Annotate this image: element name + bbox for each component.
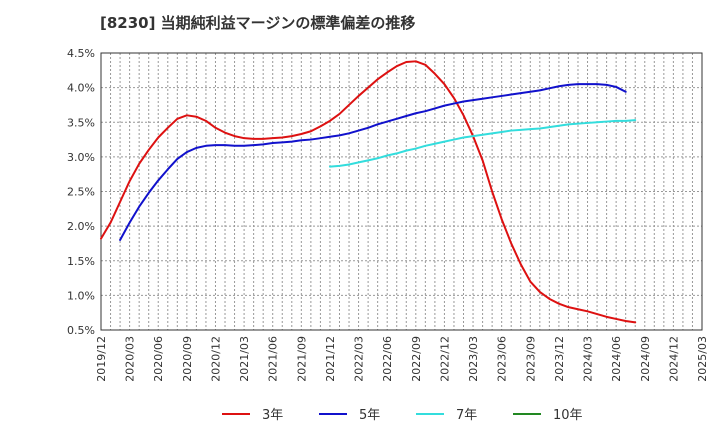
y-tick-label: 1.0% <box>67 289 95 302</box>
series-line-5年 <box>119 83 627 241</box>
x-axis: 2019/12 2020/03 2020/06 2020/09 2020/12 2021/… <box>95 336 709 382</box>
x-tick-label: 2020/06 <box>152 336 165 382</box>
x-tick-label: 2022/03 <box>353 336 366 382</box>
x-tick-label: 2024/06 <box>610 336 623 382</box>
series-line-3年 <box>100 60 637 324</box>
y-tick-label: 3.5% <box>67 116 95 129</box>
y-tick-label: 2.5% <box>67 186 95 199</box>
grid-lines <box>100 52 703 331</box>
x-tick-label: 2022/06 <box>381 336 394 382</box>
x-tick-label: 2024/03 <box>582 336 595 382</box>
legend-label: 10年 <box>553 408 583 423</box>
x-tick-label: 2019/12 <box>95 336 108 382</box>
x-tick-label: 2025/03 <box>696 336 709 382</box>
legend-label: 7年 <box>456 408 477 423</box>
x-tick-label: 2022/12 <box>438 336 451 382</box>
y-tick-label: 2.0% <box>67 220 95 233</box>
x-tick-label: 2020/03 <box>124 336 137 382</box>
chart-title: [8230] 当期純利益マージンの標準偏差の推移 <box>100 14 416 32</box>
y-tick-label: 3.0% <box>67 151 95 164</box>
y-tick-label: 4.5% <box>67 47 95 60</box>
x-tick-label: 2024/12 <box>667 336 680 382</box>
x-tick-label: 2023/12 <box>553 336 566 382</box>
x-tick-label: 2024/09 <box>639 336 652 382</box>
series-lines <box>100 60 637 324</box>
x-tick-label: 2023/03 <box>467 336 480 382</box>
series-line-7年 <box>328 119 637 168</box>
x-tick-label: 2020/12 <box>209 336 222 382</box>
legend: 3年 5年 7年 10年 <box>222 408 583 423</box>
legend-label: 3年 <box>262 408 283 423</box>
x-tick-label: 2021/03 <box>238 336 251 382</box>
x-tick-label: 2023/06 <box>496 336 509 382</box>
plot-area <box>100 52 703 331</box>
x-tick-label: 2020/09 <box>181 336 194 382</box>
x-tick-label: 2021/09 <box>295 336 308 382</box>
y-tick-label: 4.0% <box>67 82 95 95</box>
x-tick-label: 2022/09 <box>410 336 423 382</box>
legend-label: 5年 <box>359 408 380 423</box>
x-tick-label: 2021/12 <box>324 336 337 382</box>
x-tick-label: 2021/06 <box>267 336 280 382</box>
y-axis: 0.5% 1.0% 1.5% 2.0% 2.5% 3.0% 3.5% 4.0% 4.5% <box>67 47 95 337</box>
x-tick-label: 2023/09 <box>524 336 537 382</box>
y-tick-label: 0.5% <box>67 324 95 337</box>
y-tick-label: 1.5% <box>67 255 95 268</box>
